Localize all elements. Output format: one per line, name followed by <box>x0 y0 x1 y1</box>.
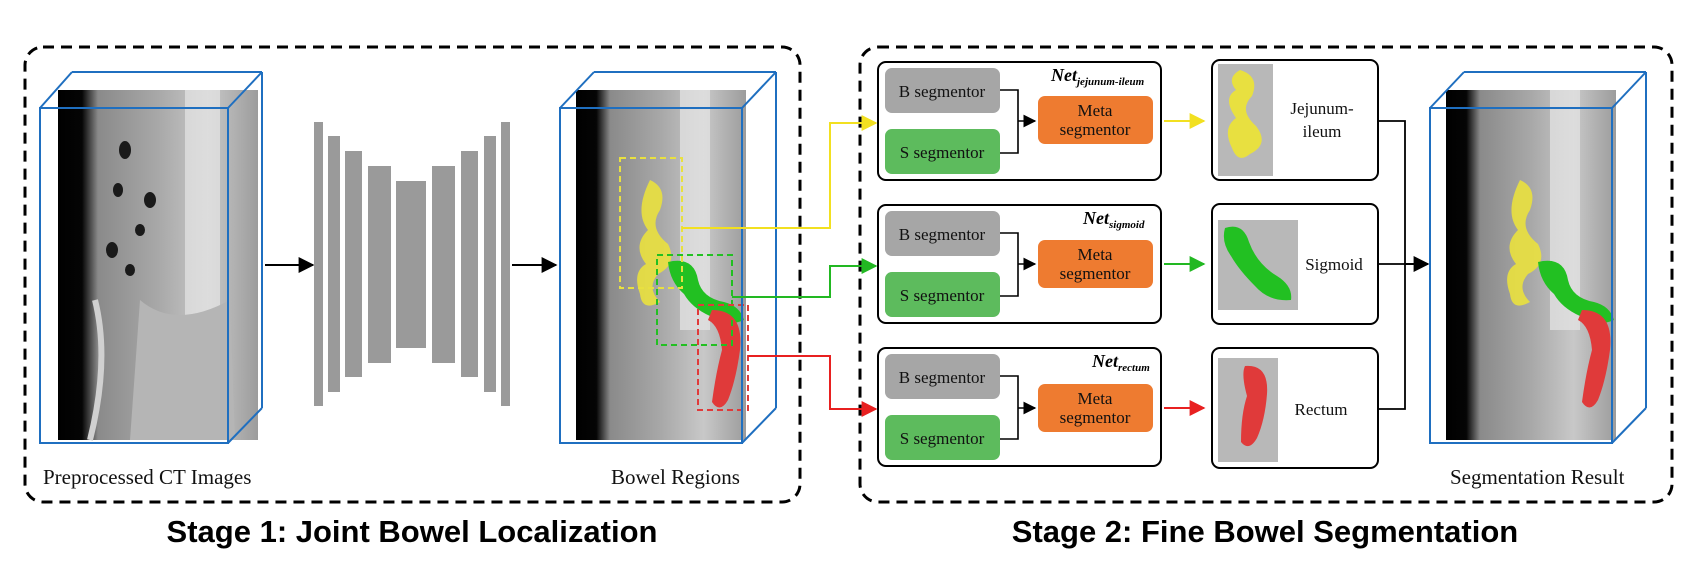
svg-text:segmentor: segmentor <box>1060 408 1131 427</box>
svg-text:B segmentor: B segmentor <box>899 225 986 244</box>
ct-volume-regions <box>559 71 777 444</box>
stage1-frame <box>23 45 802 504</box>
svg-text:B segmentor: B segmentor <box>899 368 986 387</box>
svg-text:S segmentor: S segmentor <box>900 143 985 162</box>
stage2-frame <box>858 45 1674 504</box>
svg-text:S segmentor: S segmentor <box>900 286 985 305</box>
svg-text:Rectum: Rectum <box>1295 400 1348 419</box>
ct-volume-input <box>39 71 263 444</box>
encoder-decoder-network <box>314 122 510 406</box>
svg-text:Sigmoid: Sigmoid <box>1305 255 1363 274</box>
meta-segmentor-jejunum <box>1038 96 1153 144</box>
svg-text:ileum: ileum <box>1303 122 1342 141</box>
svg-text:S segmentor: S segmentor <box>900 429 985 448</box>
meta-segmentor-rectum <box>1038 384 1153 432</box>
b-segmentor-rectum <box>885 354 1000 399</box>
input-label: Preprocessed CT Images <box>43 465 251 489</box>
net-sigmoid-label: Netsigmoid <box>1082 208 1145 231</box>
svg-text:Meta: Meta <box>1078 245 1113 264</box>
b-segmentor-sigmoid <box>885 211 1000 256</box>
meta-segmentor-sigmoid <box>1038 240 1153 288</box>
branch-sigmoid: Netsigmoid B segmentor S segmentor Meta … <box>877 203 1379 325</box>
b-segmentor-jejunum <box>885 68 1000 113</box>
s-segmentor-jejunum <box>885 129 1000 174</box>
regions-label: Bowel Regions <box>611 465 740 489</box>
route-rectum <box>748 355 878 417</box>
route-jejunum <box>682 115 878 229</box>
route-sigmoid <box>732 258 878 298</box>
svg-text:Meta: Meta <box>1078 389 1113 408</box>
branch-rectum: Netrectum B segmentor S segmentor Meta s… <box>877 347 1379 469</box>
stage2-title: Stage 2: Fine Bowel Segmentation <box>1012 514 1518 549</box>
svg-text:Meta: Meta <box>1078 101 1113 120</box>
branch-jejunum: Netjejunum-ileum B segmentor S segmentor… <box>877 59 1379 181</box>
svg-text:segmentor: segmentor <box>1060 120 1131 139</box>
net-jejunum-label: Netjejunum-ileum <box>1050 65 1145 88</box>
stage1-title: Stage 1: Joint Bowel Localization <box>167 514 658 549</box>
svg-text:segmentor: segmentor <box>1060 264 1131 283</box>
svg-text:B segmentor: B segmentor <box>899 82 986 101</box>
net-rectum-label: Netrectum <box>1091 351 1150 374</box>
s-segmentor-rectum <box>885 415 1000 460</box>
ct-volume-result <box>1429 71 1647 444</box>
s-segmentor-sigmoid <box>885 272 1000 317</box>
merge-lines <box>1379 120 1406 410</box>
result-label: Segmentation Result <box>1450 465 1625 489</box>
svg-text:Jejunum-: Jejunum- <box>1290 99 1354 118</box>
